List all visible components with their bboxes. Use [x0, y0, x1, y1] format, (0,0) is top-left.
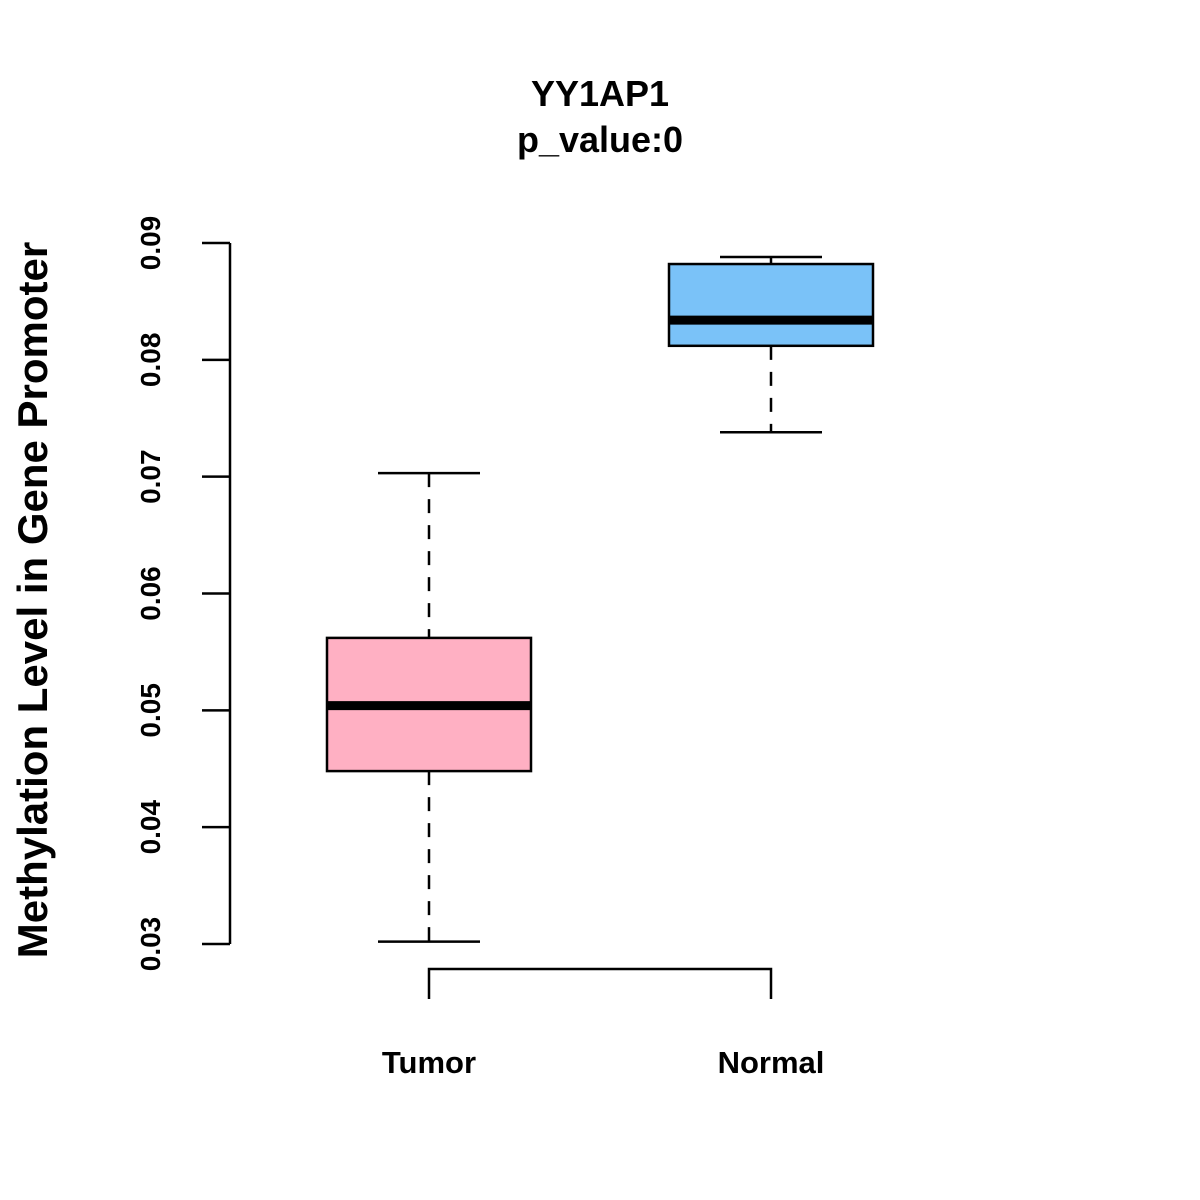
comparison-bracket: [427, 967, 773, 999]
chart-title: YY1AP1: [531, 73, 669, 114]
y-tick-label: 0.07: [135, 449, 166, 504]
box-normal: [667, 255, 875, 434]
box-tumor: [325, 471, 533, 943]
y-tick-label: 0.08: [135, 333, 166, 388]
category-label-normal: Normal: [718, 1045, 825, 1080]
y-tick-label: 0.09: [135, 216, 166, 271]
y-tick-label: 0.04: [135, 799, 166, 854]
y-axis: 0.03 0.04 0.05 0.06 0.07 0.08 0.09: [135, 216, 232, 972]
y-tick-label: 0.05: [135, 683, 166, 738]
bracket-line: [427, 967, 773, 999]
y-tick-label: 0.03: [135, 917, 166, 972]
chart-subtitle: p_value:0: [517, 119, 683, 160]
y-tick-label: 0.06: [135, 566, 166, 621]
boxes: [325, 255, 875, 943]
x-axis-labels: Tumor Normal: [382, 1045, 824, 1080]
y-axis-label: Methylation Level in Gene Promoter: [9, 242, 56, 958]
category-label-tumor: Tumor: [382, 1045, 476, 1080]
iqr-box: [667, 262, 875, 348]
